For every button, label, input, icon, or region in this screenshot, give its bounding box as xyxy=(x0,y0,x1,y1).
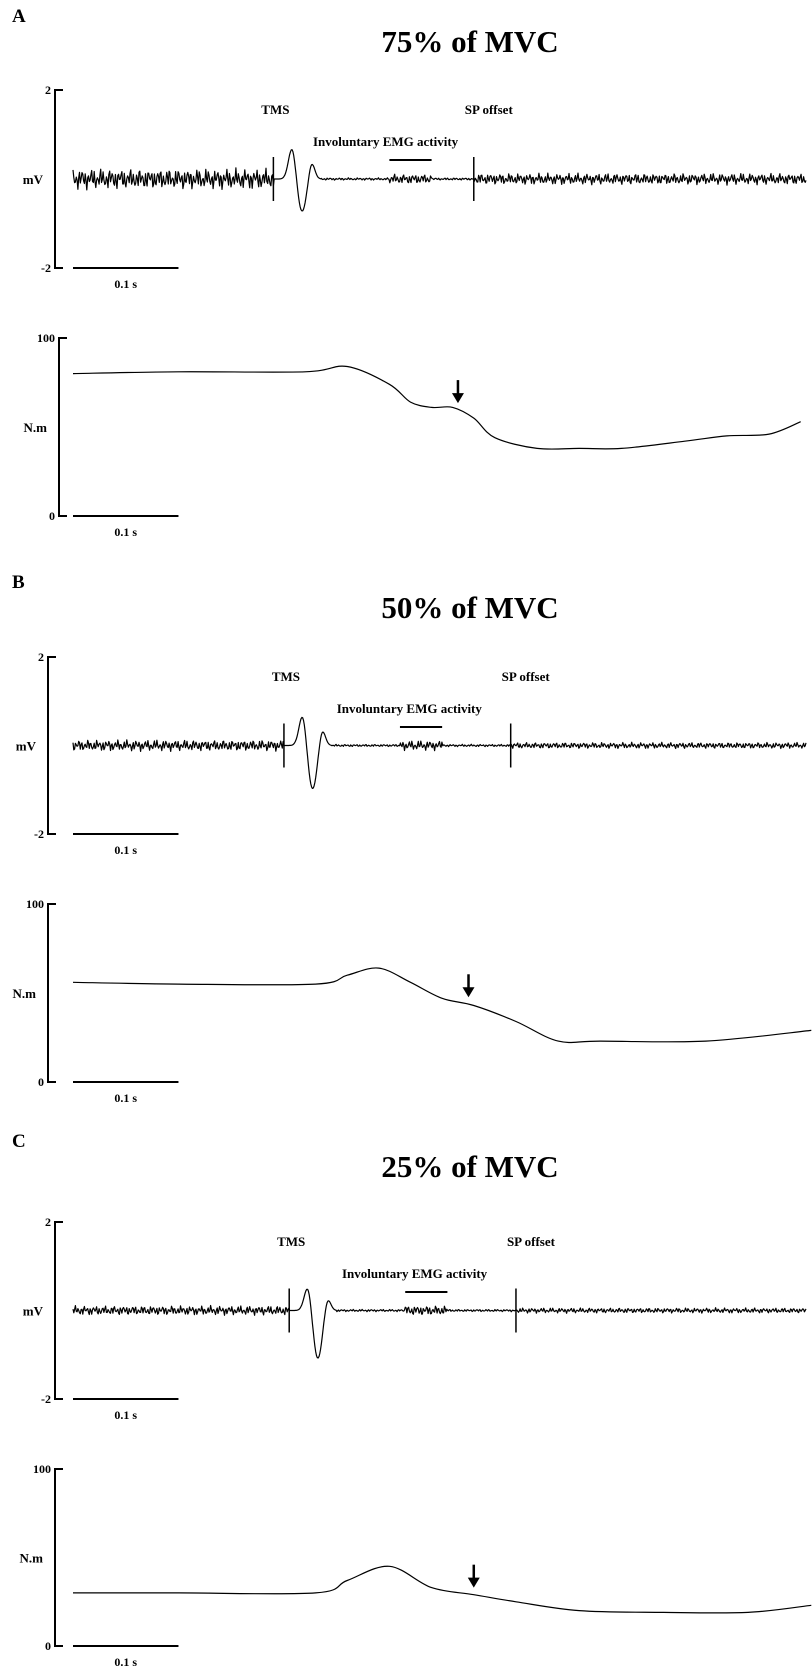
panel-b-emg-tick-min: -2 xyxy=(34,827,44,841)
panel-a-emg-scale-bar-label: 0.1 s xyxy=(114,277,137,291)
panel-c-emg-tick-min: -2 xyxy=(41,1392,51,1406)
panel-a-emg-y-axis xyxy=(54,89,63,269)
panel-a-torque-tick-min: 0 xyxy=(49,509,55,523)
panel-a-emg-trace xyxy=(72,149,807,212)
panel-b-title: 50% of MVC xyxy=(381,590,558,625)
panel-c-arrow-icon xyxy=(467,1577,480,1588)
panel-a-torque-y-axis xyxy=(58,337,67,517)
panel-c-emg-trace xyxy=(72,1288,807,1359)
panel-c-emg-tick-max: 2 xyxy=(45,1215,51,1229)
panel-b-sp-offset-label: SP offset xyxy=(502,669,551,684)
panel-a-torque-ylabel: N.m xyxy=(24,420,48,435)
panel-a-arrow-icon xyxy=(451,393,464,404)
panel-a-sp-offset-label: SP offset xyxy=(465,102,514,117)
panel-c-tms-label: TMS xyxy=(277,1234,305,1249)
panel-c-torque-y-axis xyxy=(54,1468,63,1647)
panel-c-torque-trace xyxy=(73,1565,812,1614)
panel-b-letter: B xyxy=(12,572,25,593)
panel-c-title: 25% of MVC xyxy=(381,1149,558,1184)
panel-a-torque-tick-max: 100 xyxy=(37,331,55,345)
panel-b-torque-tick-max: 100 xyxy=(26,897,44,911)
panel-b-emg-trace xyxy=(72,716,807,789)
panel-c-torque-ylabel: N.m xyxy=(20,1551,44,1566)
panel-b-torque-trace xyxy=(72,967,812,1044)
panel-a-emg-ylabel: mV xyxy=(23,172,44,187)
panel-a-tms-label: TMS xyxy=(261,102,289,117)
panel-b-emg-tick-max: 2 xyxy=(38,650,44,664)
panel-a-involuntary-label: Involuntary EMG activity xyxy=(313,134,459,149)
panel-c-letter: C xyxy=(12,1131,26,1152)
panel-c-involuntary-label: Involuntary EMG activity xyxy=(342,1266,488,1281)
panel-b-emg-y-axis xyxy=(47,656,56,835)
panel-a-emg-tick-min: -2 xyxy=(41,261,51,275)
panel-a-torque-trace xyxy=(72,365,801,450)
panel-b-tms-label: TMS xyxy=(272,669,300,684)
panel-b-torque-scale-bar-label: 0.1 s xyxy=(114,1091,137,1105)
panel-b-arrow-icon xyxy=(462,987,475,998)
panel-a-letter: A xyxy=(12,6,26,27)
panel-b-involuntary-label: Involuntary EMG activity xyxy=(337,701,483,716)
panel-c-torque-scale-bar-label: 0.1 s xyxy=(114,1655,137,1669)
panel-c-sp-offset-label: SP offset xyxy=(507,1234,556,1249)
panel-b-torque-tick-min: 0 xyxy=(38,1075,44,1089)
panel-c-emg-y-axis xyxy=(54,1221,63,1400)
panel-b-torque-ylabel: N.m xyxy=(13,986,37,1001)
panel-c-emg-ylabel: mV xyxy=(23,1304,44,1319)
panel-c-emg-scale-bar-label: 0.1 s xyxy=(114,1408,137,1422)
panel-b-emg-scale-bar-label: 0.1 s xyxy=(114,843,137,857)
panel-c-torque-tick-max: 100 xyxy=(33,1462,51,1476)
panel-a-title: 75% of MVC xyxy=(381,24,558,59)
panel-b-torque-y-axis xyxy=(47,903,56,1083)
panel-a-emg-tick-max: 2 xyxy=(45,83,51,97)
panel-a-torque-scale-bar-label: 0.1 s xyxy=(114,525,137,539)
panel-b-emg-ylabel: mV xyxy=(16,739,37,754)
panel-c-torque-tick-min: 0 xyxy=(45,1639,51,1653)
